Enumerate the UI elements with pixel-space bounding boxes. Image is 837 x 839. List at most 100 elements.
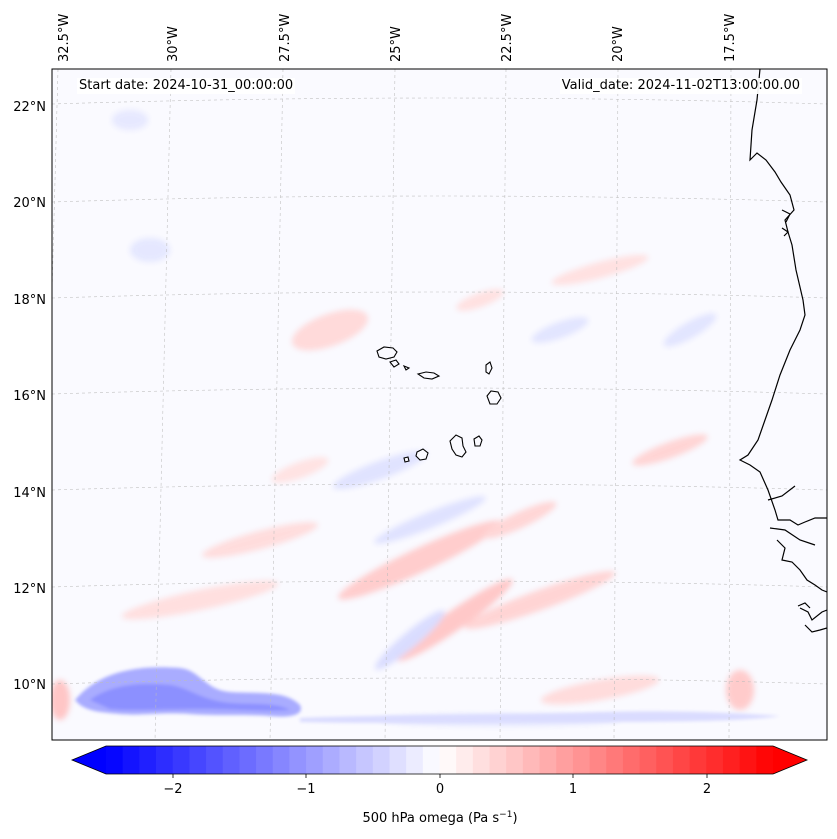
colorbar-cell <box>422 746 440 774</box>
colorbar-cell <box>606 746 624 774</box>
meridian-22-5w <box>499 69 507 740</box>
meridian-27-5w <box>269 69 284 740</box>
colorbar-cell <box>206 746 224 774</box>
lon-label-20w: 20°W <box>611 26 626 62</box>
valid-date-label: Valid_date: 2024-11-02T13:00:00.00 <box>559 78 802 94</box>
parallel-12n <box>52 580 827 588</box>
lon-label-17-5w: 17.5°W <box>723 14 738 62</box>
colorbar-cell <box>122 746 140 774</box>
colorbar-cell <box>339 746 357 774</box>
colorbar-cell <box>639 746 657 774</box>
omega-blob <box>483 501 557 539</box>
omega-blob <box>338 520 502 600</box>
meridian-17-5w <box>728 69 732 740</box>
gridlines <box>52 69 827 740</box>
colorbar-cell <box>272 746 290 774</box>
lat-label-14n: 14°N <box>13 486 46 501</box>
coastline-guinea-bissau <box>776 539 827 593</box>
island-santo-antao <box>376 346 398 360</box>
colorbar-cell <box>239 746 257 774</box>
omega-blob <box>375 610 445 670</box>
colorbar-cell <box>756 746 774 774</box>
parallel-18n <box>52 291 827 299</box>
colorbar: −2 −1 0 1 2 500 hPa omega (Pa s−1) <box>70 745 809 826</box>
omega-blob <box>292 309 368 351</box>
colorbar-cell <box>139 746 157 774</box>
parallel-10n <box>52 677 827 685</box>
omega-blue-band <box>300 711 780 723</box>
omega-blob <box>726 670 754 710</box>
omega-blob <box>271 457 329 483</box>
colorbar-outline <box>70 745 809 775</box>
coastline-mauritania-senegal <box>738 69 827 526</box>
colorbar-cell <box>689 746 707 774</box>
colorbar-tick-label-0: 0 <box>436 782 444 797</box>
lon-label-22-5w: 22.5°W <box>500 14 515 62</box>
lat-label-10n: 10°N <box>13 678 46 693</box>
meridian-20w <box>613 69 619 740</box>
colorbar-cell <box>722 746 741 774</box>
omega-blue-band <box>90 683 290 711</box>
omega-field <box>52 69 827 740</box>
island-sal <box>485 361 493 375</box>
meridian-25w <box>384 69 396 740</box>
lat-label-18n: 18°N <box>13 293 46 308</box>
colorbar-cells <box>106 746 774 774</box>
omega-blob <box>632 434 708 466</box>
island-santa-luzia <box>402 364 411 371</box>
omega-blob <box>540 675 660 705</box>
colorbar-cell <box>189 746 207 774</box>
colorbar-cell <box>622 746 640 774</box>
lat-label-22n: 22°N <box>13 100 46 115</box>
omega-blob <box>456 289 504 311</box>
colorbar-cell <box>222 746 240 774</box>
colorbar-tick-label-neg1: −1 <box>296 782 315 797</box>
colorbar-cell <box>456 746 474 774</box>
omega-blob <box>464 571 616 629</box>
colorbar-cell <box>356 746 374 774</box>
omega-blob <box>130 238 170 262</box>
colorbar-cell <box>556 746 574 774</box>
colorbar-cell <box>589 746 607 774</box>
coastline-small-islands <box>781 209 811 609</box>
colorbar-cell <box>489 746 507 774</box>
colorbar-tick-label-2: 2 <box>703 782 711 797</box>
omega-blob <box>52 680 70 720</box>
island-sao-vicente <box>389 359 400 368</box>
map-frame <box>51 68 828 741</box>
lat-label-16n: 16°N <box>13 389 46 404</box>
lon-label-27-5w: 27.5°W <box>278 14 293 62</box>
colorbar-cell <box>739 746 757 774</box>
lon-label-30w: 30°W <box>166 26 181 62</box>
island-santiago <box>449 434 467 458</box>
omega-blob <box>374 496 486 544</box>
colorbar-cell <box>522 746 540 774</box>
colorbar-cell <box>256 746 274 774</box>
island-maio <box>473 435 483 447</box>
parallel-14n <box>52 483 827 491</box>
coastline-gambia-river <box>767 485 816 546</box>
colorbar-extend-min <box>72 746 106 774</box>
colorbar-extend-max <box>773 746 807 774</box>
colorbar-cell <box>372 746 390 774</box>
map-panel <box>51 68 828 741</box>
coastline-guinea <box>799 607 827 633</box>
omega-blob <box>332 450 428 490</box>
latitude-labels: 22°N 20°N 18°N 16°N 14°N 12°N 10°N <box>13 100 46 693</box>
parallel-22n <box>52 97 827 105</box>
lon-label-32-5w: 32.5°W <box>57 14 72 62</box>
omega-blob <box>531 317 589 343</box>
colorbar-ticks <box>172 774 708 778</box>
cabo-verde-islands <box>376 346 502 463</box>
colorbar-cell <box>472 746 490 774</box>
omega-blob <box>112 110 148 130</box>
colorbar-cell <box>672 746 691 774</box>
island-fogo <box>415 448 429 461</box>
island-sao-nicolau <box>416 371 441 380</box>
omega-blob <box>663 313 717 347</box>
parallel-16n <box>52 387 827 395</box>
colorbar-cell <box>156 746 174 774</box>
omega-blob <box>201 522 319 558</box>
colorbar-cell <box>572 746 590 774</box>
